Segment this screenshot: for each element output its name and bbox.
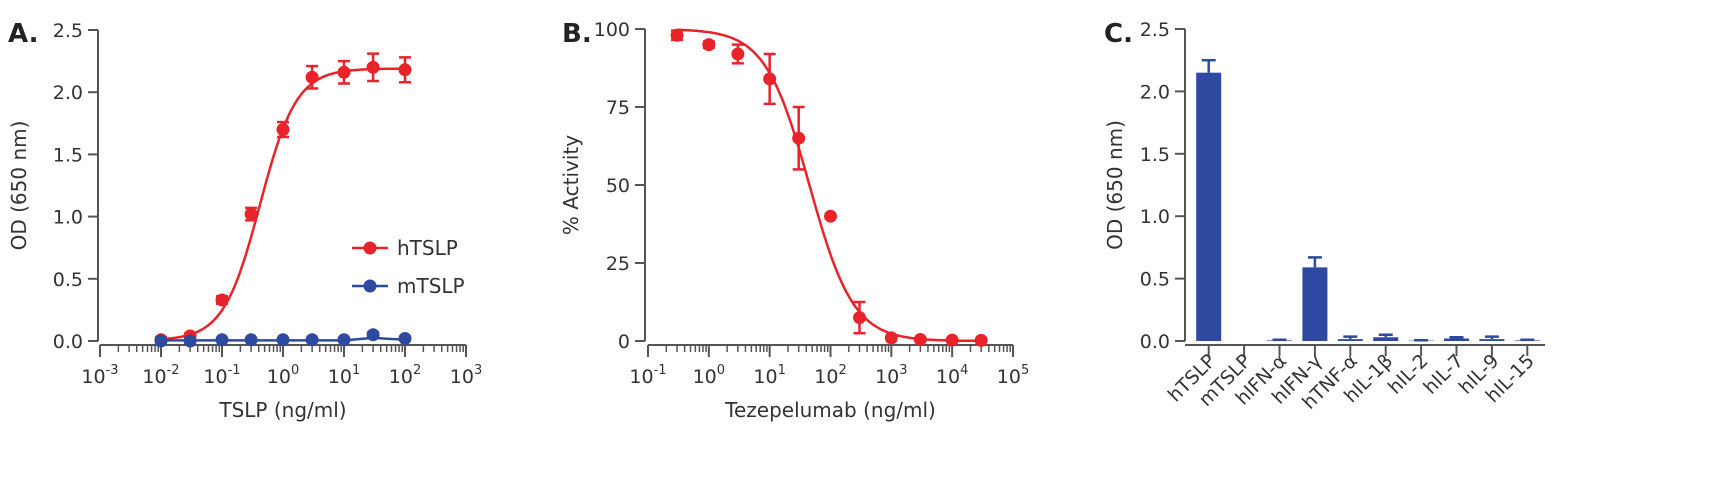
panel-b-x-tick-label: 100: [693, 363, 725, 388]
panel-b-y-tick-label: 75: [606, 97, 630, 119]
panel-c-y-tick-label: 0.5: [1140, 269, 1170, 291]
mtslp-point: [337, 333, 351, 347]
panel-b-x-tick-label: 103: [875, 363, 907, 388]
mtslp-point: [244, 333, 258, 347]
mtslp-point: [398, 332, 412, 346]
panel-c-y-tick-label: 0.0: [1140, 331, 1170, 353]
mtslp-point: [305, 333, 319, 347]
panel-a-tag: A.: [8, 19, 38, 49]
panel-b-x-tick-label: 105: [997, 363, 1029, 388]
panel-a-x-tick-label: 103: [450, 363, 482, 388]
panel-a-y-tick-label: 0.5: [53, 269, 83, 291]
panel-c-x-tick-label: hIL-7: [1419, 350, 1468, 399]
panel-c-y-tick-label: 1.0: [1140, 206, 1170, 228]
htslp-fit-curve: [160, 67, 405, 341]
tezepelumab-point: [853, 311, 867, 325]
panel-b-tag: B.: [562, 19, 592, 49]
mtslp-legend-label: mTSLP: [397, 274, 465, 298]
panel-b-x-tick-label: 102: [814, 363, 846, 388]
tezepelumab-point: [670, 28, 684, 42]
panel-c-tag: C.: [1104, 19, 1133, 49]
panel-a-x-tick-label: 10-2: [142, 363, 179, 388]
panel-b-x-tick-label: 104: [936, 363, 968, 388]
htslp-legend-label: hTSLP: [397, 236, 458, 260]
tezepelumab-point: [974, 333, 988, 347]
mtslp-point: [366, 328, 380, 342]
panel-a-y-tick-label: 2.0: [53, 82, 83, 104]
htslp-point: [276, 123, 290, 137]
tezepelumab-fit-curve: [677, 28, 982, 343]
panel-a-x-axis-label: TSLP (ng/ml): [218, 398, 346, 422]
mtslp-point: [183, 334, 197, 348]
tezepelumab-point: [731, 47, 745, 61]
panel-a: A. 0.0 0.5 1.0 1.5 2.0 2.5 10-3 10-2 10-1 100 101 10…: [7, 19, 482, 422]
tezepelumab-point: [763, 72, 777, 86]
panel-b-x-tick-label: 101: [753, 363, 785, 388]
htslp-point: [215, 293, 229, 307]
panel-a-x-tick-label: 101: [328, 363, 360, 388]
panel-b-y-tick-label: 50: [606, 175, 630, 197]
panel-b-x-axis-label: Tezepelumab (ng/ml): [724, 398, 936, 422]
tezepelumab-point: [945, 333, 959, 347]
mtslp-point: [154, 334, 168, 348]
htslp-point: [337, 65, 351, 79]
panel-a-x-tick-label: 10-3: [81, 363, 118, 388]
bar: [1302, 267, 1328, 341]
panel-b-y-tick-label: 100: [594, 19, 630, 41]
mtslp-legend-marker: [363, 279, 377, 293]
panel-c-y-axis-label: OD (650 nm): [1103, 120, 1127, 250]
panel-c: C.0.00.51.01.52.02.5OD (650 nm)hTSLPmTSL…: [1103, 19, 1545, 414]
panel-a-y-tick-label: 1.0: [53, 207, 83, 229]
tezepelumab-point: [913, 332, 927, 346]
panel-a-x-tick-label: 102: [389, 363, 421, 388]
htslp-point: [366, 60, 380, 74]
panel-a-y-tick-label: 1.5: [53, 144, 83, 166]
panel-b-y-axis-label: % Activity: [559, 135, 583, 235]
bar: [1479, 339, 1505, 341]
panel-a-y-axis-label: OD (650 nm): [7, 121, 31, 251]
htslp-point: [398, 63, 412, 77]
panel-b-x-tick-label: 10-1: [629, 363, 666, 388]
htslp-point: [305, 70, 319, 84]
htslp-point: [244, 207, 258, 221]
tezepelumab-point: [702, 38, 716, 52]
panel-a-y-tick-label: 2.5: [53, 20, 83, 42]
panel-c-y-tick-label: 1.5: [1140, 144, 1170, 166]
panel-c-y-tick-label: 2.5: [1140, 19, 1170, 41]
tezepelumab-point: [792, 131, 806, 145]
bar: [1337, 339, 1363, 341]
panel-c-x-tick-label: hIL-2: [1384, 350, 1433, 399]
bar: [1373, 337, 1399, 341]
panel-a-y-tick-label: 0.0: [53, 331, 83, 353]
tezepelumab-point: [824, 209, 837, 223]
panel-b-y-tick-label: 0: [618, 331, 630, 353]
panel-c-y-tick-label: 2.0: [1140, 81, 1170, 103]
panel-b: B. 0 25 50 75 100 10-1 100 101 102 103 104 105 Tezepe…: [559, 19, 1029, 422]
panel-a-x-tick-label: 100: [267, 363, 299, 388]
bar: [1444, 338, 1469, 341]
tezepelumab-point: [884, 331, 898, 345]
mtslp-point: [276, 333, 290, 347]
htslp-legend-marker: [363, 241, 377, 255]
mtslp-point: [215, 333, 229, 347]
bar: [1196, 72, 1222, 342]
panel-b-y-tick-label: 25: [606, 253, 630, 275]
panel-a-x-tick-label: 10-1: [203, 363, 240, 388]
